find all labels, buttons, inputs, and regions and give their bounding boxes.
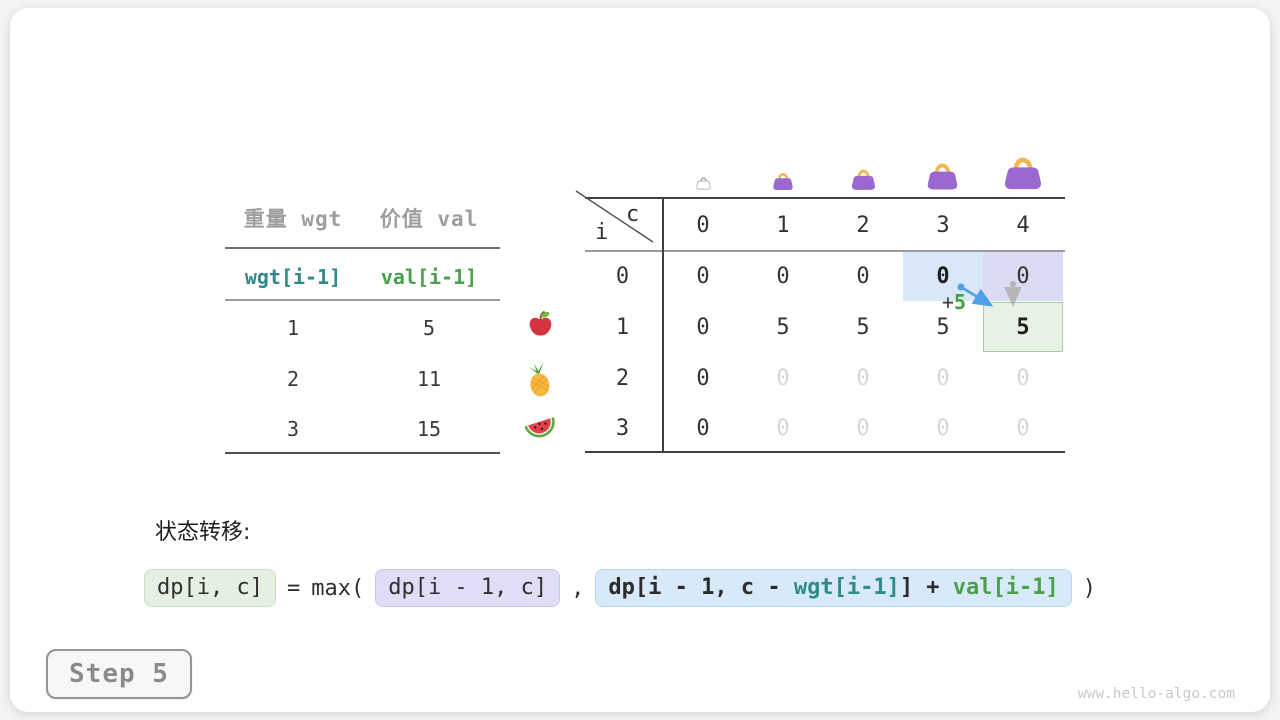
- state-transition-formula: dp[i, c] = max( dp[i - 1, c] , dp[i - 1,…: [144, 569, 1096, 607]
- bag-capacity-1-icon: [773, 173, 793, 191]
- dp-cell-0-2: 0: [856, 264, 870, 289]
- items-table-top-rule: [225, 247, 500, 249]
- items-value-index: val[i-1]: [380, 265, 478, 289]
- dp-col-header-3: 3: [936, 213, 950, 238]
- formula-lhs-chip: dp[i, c]: [144, 569, 276, 607]
- item-value-2: 11: [416, 367, 442, 391]
- dp-table-top-rule: [585, 197, 1065, 199]
- dp-cell-1-0: 0: [696, 315, 710, 340]
- bag-capacity-3-icon: [927, 163, 958, 190]
- dp-table-bottom-rule: [585, 451, 1065, 453]
- item-weight-2: 2: [286, 367, 300, 391]
- item-weight-3: 3: [286, 417, 300, 441]
- dp-cell-3-2: 0: [856, 416, 870, 441]
- dp-table-header-rule: [585, 250, 1065, 252]
- dp-cell-1-4: 5: [1016, 315, 1030, 340]
- dp-col-header-4: 4: [1016, 213, 1030, 238]
- formula-arg2-chip: dp[i - 1, c - wgt[i-1]] + val[i-1]: [595, 569, 1072, 607]
- bag-capacity-0-icon: [696, 177, 711, 190]
- formula-max-open: max(: [311, 575, 365, 601]
- dp-cell-1-2: 5: [856, 315, 870, 340]
- dp-cell-3-4: 0: [1016, 416, 1030, 441]
- highlight-cell-current: [983, 302, 1063, 352]
- pineapple-icon: [528, 363, 550, 397]
- dp-cell-0-3: 0: [936, 264, 950, 289]
- dp-corner-col-var: c: [626, 202, 640, 227]
- dp-cell-2-0: 0: [696, 366, 710, 391]
- items-weight-index: wgt[i-1]: [244, 265, 342, 289]
- item-value-3: 15: [416, 417, 442, 441]
- dp-cell-0-4: 0: [1016, 264, 1030, 289]
- dp-cell-0-1: 0: [776, 264, 790, 289]
- dp-cell-2-2: 0: [856, 366, 870, 391]
- items-table-mid-rule: [225, 299, 500, 301]
- dp-col-header-2: 2: [856, 213, 870, 238]
- dp-cell-2-1: 0: [776, 366, 790, 391]
- dp-corner-row-var: i: [595, 220, 609, 245]
- formula-arg2-prefix: dp[i - 1, c -: [608, 575, 794, 600]
- dp-col-header-1: 1: [776, 213, 790, 238]
- bag-capacity-2-icon: [851, 169, 876, 190]
- dp-table-vertical-rule: [662, 197, 664, 453]
- dp-cell-2-3: 0: [936, 366, 950, 391]
- figure-card: 重量 wgt 价值 val wgt[i-1] val[i-1] 1 5 2 11…: [10, 8, 1270, 712]
- formula-comma: ,: [571, 575, 585, 601]
- dp-row-header-2: 2: [615, 366, 630, 391]
- dp-row-header-0: 0: [615, 264, 630, 289]
- add-value-annotation: +5: [903, 290, 966, 314]
- dp-cell-2-4: 0: [1016, 366, 1030, 391]
- formula-close-paren: ): [1082, 575, 1097, 601]
- apple-icon: [529, 311, 552, 336]
- dp-cell-3-1: 0: [776, 416, 790, 441]
- step-badge: Step 5: [46, 649, 192, 699]
- dp-row-header-3: 3: [615, 416, 630, 441]
- site-watermark: www.hello-algo.com: [1077, 686, 1235, 702]
- items-value-header: 价值 val: [379, 207, 479, 231]
- annotation-plus-sign: +: [941, 290, 954, 314]
- item-weight-1: 1: [286, 316, 300, 340]
- bag-capacity-4-icon: [1005, 157, 1041, 190]
- formula-arg2-mid: ] +: [899, 575, 953, 600]
- items-weight-header: 重量 wgt: [243, 207, 343, 231]
- formula-arg2-wgt: wgt[i-1]: [793, 575, 900, 600]
- state-transition-label: 状态转移:: [155, 520, 251, 545]
- dp-cell-1-3: 5: [936, 315, 950, 340]
- dp-cell-3-3: 0: [936, 416, 950, 441]
- formula-arg2-val: val[i-1]: [952, 575, 1059, 600]
- formula-equals: =: [286, 575, 301, 601]
- item-value-1: 5: [422, 316, 436, 340]
- dp-col-header-0: 0: [696, 213, 710, 238]
- watermelon-icon: [524, 417, 555, 438]
- dp-cell-1-1: 5: [776, 315, 790, 340]
- formula-arg1-chip: dp[i - 1, c]: [375, 569, 561, 607]
- dp-cell-0-0: 0: [696, 264, 710, 289]
- items-table-bottom-rule: [225, 452, 500, 454]
- dp-cell-3-0: 0: [696, 416, 710, 441]
- dp-row-header-1: 1: [615, 315, 630, 340]
- annotation-value: 5: [953, 290, 966, 314]
- highlight-cell-prev-row-prev-col: [983, 252, 1063, 301]
